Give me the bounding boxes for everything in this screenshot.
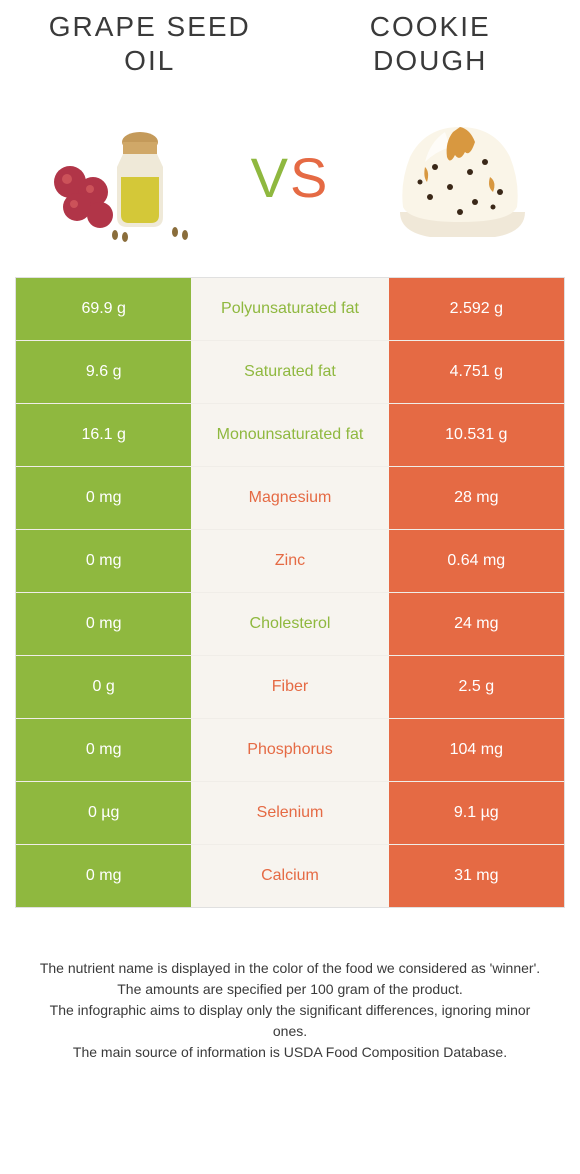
footer-notes: The nutrient name is displayed in the co…	[15, 908, 565, 1093]
title-left: GRAPE SEED OIL	[35, 10, 265, 77]
nutrient-table: 69.9 gPolyunsaturated fat2.592 g9.6 gSat…	[15, 277, 565, 908]
table-row: 0 mgZinc0.64 mg	[16, 530, 564, 593]
value-right: 31 mg	[389, 845, 564, 907]
footer-line: The amounts are specified per 100 gram o…	[35, 979, 545, 1000]
table-row: 0 mgPhosphorus104 mg	[16, 719, 564, 782]
value-right: 10.531 g	[389, 404, 564, 466]
nutrient-label: Cholesterol	[191, 593, 388, 655]
value-left: 9.6 g	[16, 341, 191, 403]
footer-line: The main source of information is USDA F…	[35, 1042, 545, 1063]
table-row: 69.9 gPolyunsaturated fat2.592 g	[16, 278, 564, 341]
table-row: 0 µgSelenium9.1 µg	[16, 782, 564, 845]
nutrient-label: Phosphorus	[191, 719, 388, 781]
value-left: 69.9 g	[16, 278, 191, 340]
value-right: 2.592 g	[389, 278, 564, 340]
grape-seed-oil-image	[35, 107, 205, 247]
vs-v: V	[251, 146, 290, 209]
nutrient-label: Fiber	[191, 656, 388, 718]
value-left: 0 mg	[16, 593, 191, 655]
value-right: 24 mg	[389, 593, 564, 655]
value-left: 0 mg	[16, 845, 191, 907]
nutrient-label: Saturated fat	[191, 341, 388, 403]
value-left: 0 mg	[16, 530, 191, 592]
nutrient-label: Calcium	[191, 845, 388, 907]
footer-line: The nutrient name is displayed in the co…	[35, 958, 545, 979]
value-right: 28 mg	[389, 467, 564, 529]
footer-line: The infographic aims to display only the…	[35, 1000, 545, 1042]
value-right: 9.1 µg	[389, 782, 564, 844]
table-row: 0 mgMagnesium28 mg	[16, 467, 564, 530]
nutrient-label: Magnesium	[191, 467, 388, 529]
nutrient-label: Monounsaturated fat	[191, 404, 388, 466]
title-right: COOKIE DOUGH	[316, 10, 546, 77]
value-left: 16.1 g	[16, 404, 191, 466]
value-left: 0 µg	[16, 782, 191, 844]
value-left: 0 mg	[16, 719, 191, 781]
value-right: 104 mg	[389, 719, 564, 781]
nutrient-label: Zinc	[191, 530, 388, 592]
header: GRAPE SEED OIL COOKIE DOUGH	[15, 10, 565, 97]
nutrient-label: Polyunsaturated fat	[191, 278, 388, 340]
cookie-dough-image	[375, 107, 545, 247]
vs-s: S	[290, 146, 329, 209]
nutrient-label: Selenium	[191, 782, 388, 844]
vs-label: VS	[251, 145, 330, 210]
value-right: 4.751 g	[389, 341, 564, 403]
value-left: 0 g	[16, 656, 191, 718]
value-left: 0 mg	[16, 467, 191, 529]
table-row: 0 gFiber2.5 g	[16, 656, 564, 719]
value-right: 0.64 mg	[389, 530, 564, 592]
table-row: 9.6 gSaturated fat4.751 g	[16, 341, 564, 404]
table-row: 0 mgCalcium31 mg	[16, 845, 564, 907]
value-right: 2.5 g	[389, 656, 564, 718]
table-row: 0 mgCholesterol24 mg	[16, 593, 564, 656]
table-row: 16.1 gMonounsaturated fat10.531 g	[16, 404, 564, 467]
images-row: VS	[15, 97, 565, 277]
